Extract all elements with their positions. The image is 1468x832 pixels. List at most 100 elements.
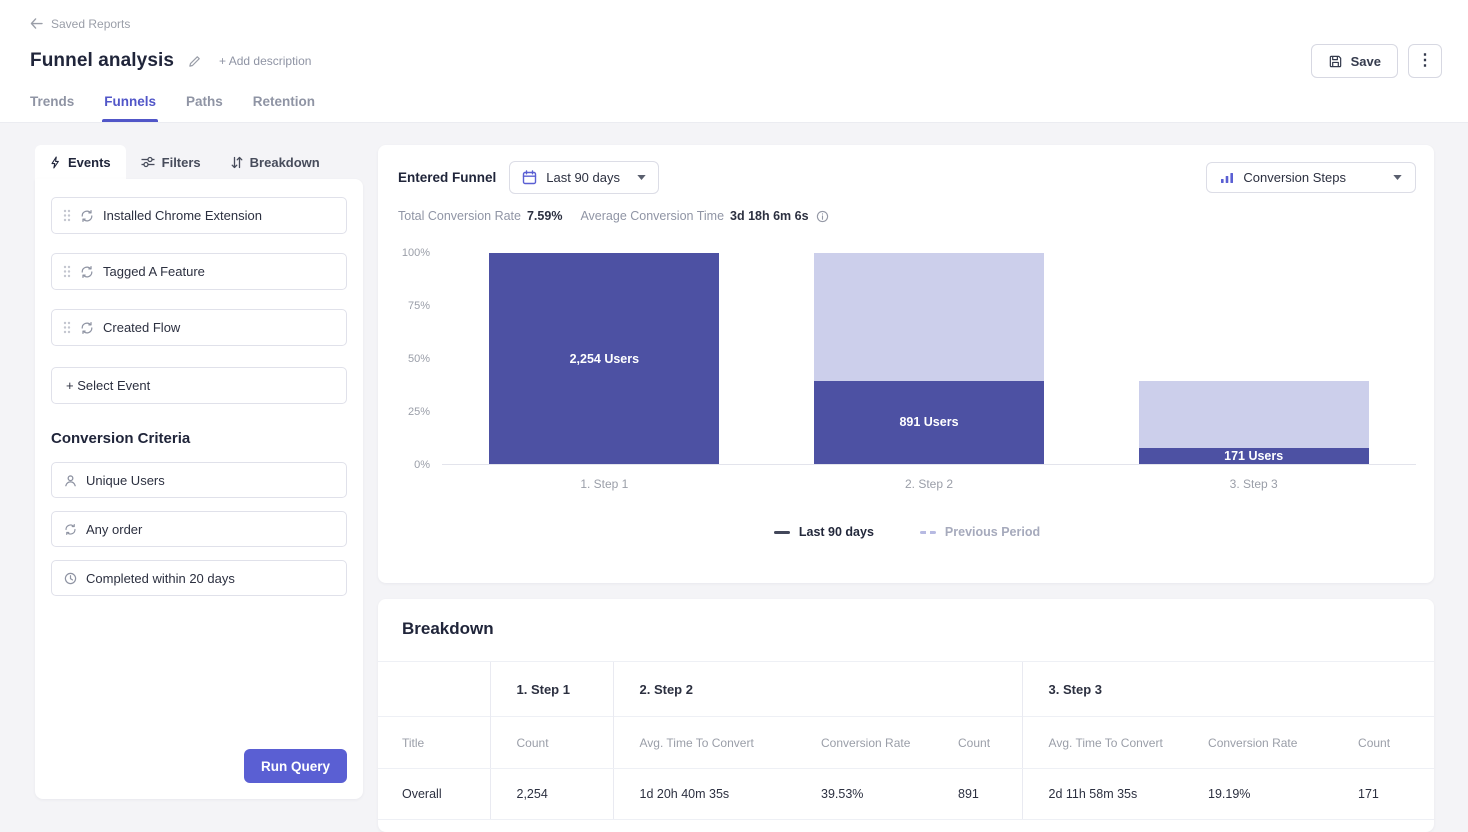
column-header: Avg. Time To Convert	[612, 716, 795, 769]
chart-toolbar: Entered Funnel Last 90 days Conversion S…	[398, 161, 1416, 194]
tab-trends[interactable]: Trends	[30, 94, 75, 109]
column-header: Conversion Rate	[1182, 716, 1333, 769]
legend-dashed-line-icon	[919, 530, 936, 534]
criteria-unique-users[interactable]: Unique Users	[51, 462, 347, 498]
total-conversion-rate-label: Total Conversion Rate	[398, 209, 521, 223]
event-row-3[interactable]: Created Flow	[51, 309, 347, 346]
legend-item-previous-period[interactable]: Previous Period	[919, 525, 1041, 539]
funnel-bar-converted[interactable]	[1138, 448, 1369, 464]
event-label: Created Flow	[103, 320, 181, 335]
tab-breakdown-label: Breakdown	[249, 154, 320, 170]
edit-title-pencil-icon[interactable]	[188, 55, 201, 68]
criteria-label: Any order	[86, 521, 143, 537]
view-mode-dropdown[interactable]: Conversion Steps	[1206, 162, 1416, 193]
event-label: Installed Chrome Extension	[103, 208, 262, 223]
column-header: Conversion Rate	[795, 716, 932, 769]
column-header: Avg. Time To Convert	[1021, 716, 1183, 769]
kebab-menu-icon: ⋮	[1417, 52, 1433, 69]
column-header: Count	[489, 716, 613, 769]
y-tick-label: 50%	[407, 353, 430, 365]
entered-funnel-label: Entered Funnel	[398, 170, 497, 185]
funnel-step-column: 891 Users	[767, 253, 1092, 464]
funnel-step-column: 2,254 Users	[442, 253, 767, 464]
tab-breakdown[interactable]: Breakdown	[216, 145, 335, 179]
date-range-value: Last 90 days	[546, 170, 620, 185]
funnel-chart-card: Entered Funnel Last 90 days Conversion S…	[378, 145, 1434, 583]
page-title: Funnel analysis	[30, 50, 175, 71]
report-area: Entered Funnel Last 90 days Conversion S…	[378, 145, 1434, 832]
column-header: Title	[378, 716, 490, 769]
funnel-bar-converted[interactable]	[489, 253, 720, 464]
tab-paths[interactable]: Paths	[186, 94, 223, 109]
legend-label: Previous Period	[944, 525, 1041, 539]
drag-handle-icon[interactable]	[63, 321, 71, 334]
title-row: Funnel analysis + Add description Save ⋮	[30, 44, 1442, 78]
loop-icon	[64, 523, 77, 536]
tab-events[interactable]: Events	[35, 145, 126, 179]
lightning-icon	[50, 155, 61, 169]
tab-funnels[interactable]: Funnels	[102, 94, 158, 122]
x-axis: 1. Step 1 2. Step 2 3. Step 3	[442, 477, 1416, 491]
run-query-button[interactable]: Run Query	[243, 749, 347, 783]
save-button[interactable]: Save	[1310, 44, 1398, 78]
info-icon[interactable]	[816, 210, 829, 223]
funnel-step-column: 171 Users	[1091, 253, 1416, 464]
x-axis-label: 1. Step 1	[580, 477, 629, 491]
y-tick-label: 0%	[414, 459, 430, 471]
drag-handle-icon[interactable]	[63, 209, 71, 222]
table-group-header-row: 1. Step 1 2. Step 2 3. Step 3	[378, 661, 1434, 717]
avg-conversion-time-value: 3d 18h 6m 6s	[730, 209, 809, 223]
query-builder-tabs: Events Filters Breakdown	[35, 145, 363, 179]
loop-icon	[80, 209, 94, 223]
more-options-button[interactable]: ⋮	[1408, 44, 1442, 78]
column-header: Count	[1332, 716, 1434, 769]
criteria-completed-within[interactable]: Completed within 20 days	[51, 560, 347, 596]
back-link[interactable]: Saved Reports	[30, 17, 130, 31]
loop-icon	[80, 321, 94, 335]
cell-step3-count: 171	[1332, 768, 1434, 820]
y-tick-label: 100%	[401, 247, 430, 259]
group-header-step1: 1. Step 1	[489, 661, 613, 717]
y-tick-label: 75%	[407, 300, 430, 312]
tab-filters[interactable]: Filters	[126, 145, 216, 179]
query-builder: Events Filters Breakdown	[35, 145, 363, 832]
legend-solid-line-icon	[773, 530, 790, 534]
page-header: Saved Reports Funnel analysis + Add desc…	[0, 0, 1468, 123]
criteria-any-order[interactable]: Any order	[51, 511, 347, 547]
add-description-button[interactable]: + Add description	[219, 54, 312, 68]
view-mode-value: Conversion Steps	[1243, 170, 1346, 185]
event-row-1[interactable]: Installed Chrome Extension	[51, 197, 347, 234]
table-column-header-row: Title Count Avg. Time To Convert Convers…	[378, 716, 1434, 769]
bar-chart-icon	[1220, 171, 1234, 184]
select-event-button[interactable]: + Select Event	[51, 367, 347, 404]
report-type-tabs: Trends Funnels Paths Retention	[30, 94, 1442, 122]
x-axis-label: 2. Step 2	[904, 477, 954, 491]
date-range-dropdown[interactable]: Last 90 days	[509, 161, 659, 194]
tab-filters-label: Filters	[161, 154, 201, 170]
funnel-bar-converted[interactable]	[814, 380, 1044, 464]
query-panel: Installed Chrome Extension Tagged A Feat…	[35, 179, 363, 799]
back-link-label: Saved Reports	[51, 16, 131, 31]
calendar-icon	[522, 170, 537, 185]
x-axis-label: 3. Step 3	[1229, 477, 1278, 491]
drag-handle-icon[interactable]	[63, 265, 71, 278]
row-title: Overall	[378, 768, 490, 820]
caret-down-icon	[637, 175, 646, 180]
header-actions: Save ⋮	[1310, 44, 1442, 78]
save-icon	[1328, 54, 1343, 69]
table-row: Overall 2,254 1d 20h 40m 35s 39.53% 891 …	[378, 768, 1434, 820]
sliders-icon	[141, 156, 155, 168]
user-icon	[64, 474, 77, 487]
cell-step3-conversion-rate: 19.19%	[1182, 768, 1333, 820]
back-arrow-icon	[30, 18, 43, 29]
y-tick-label: 25%	[407, 406, 430, 418]
breakdown-table: 1. Step 1 2. Step 2 3. Step 3 Title Coun…	[378, 661, 1434, 820]
cell-step2-conversion-rate: 39.53%	[795, 768, 932, 820]
legend-item-current-period[interactable]: Last 90 days	[773, 525, 874, 539]
total-conversion-rate-value: 7.59%	[526, 209, 563, 223]
cell-step2-avg-time: 1d 20h 40m 35s	[612, 768, 795, 820]
event-row-2[interactable]: Tagged A Feature	[51, 253, 347, 290]
group-header-step2: 2. Step 2	[612, 661, 1023, 717]
funnel-plot: 2,254 Users 891 Users 171 Users	[442, 253, 1416, 465]
tab-retention[interactable]: Retention	[252, 94, 316, 109]
